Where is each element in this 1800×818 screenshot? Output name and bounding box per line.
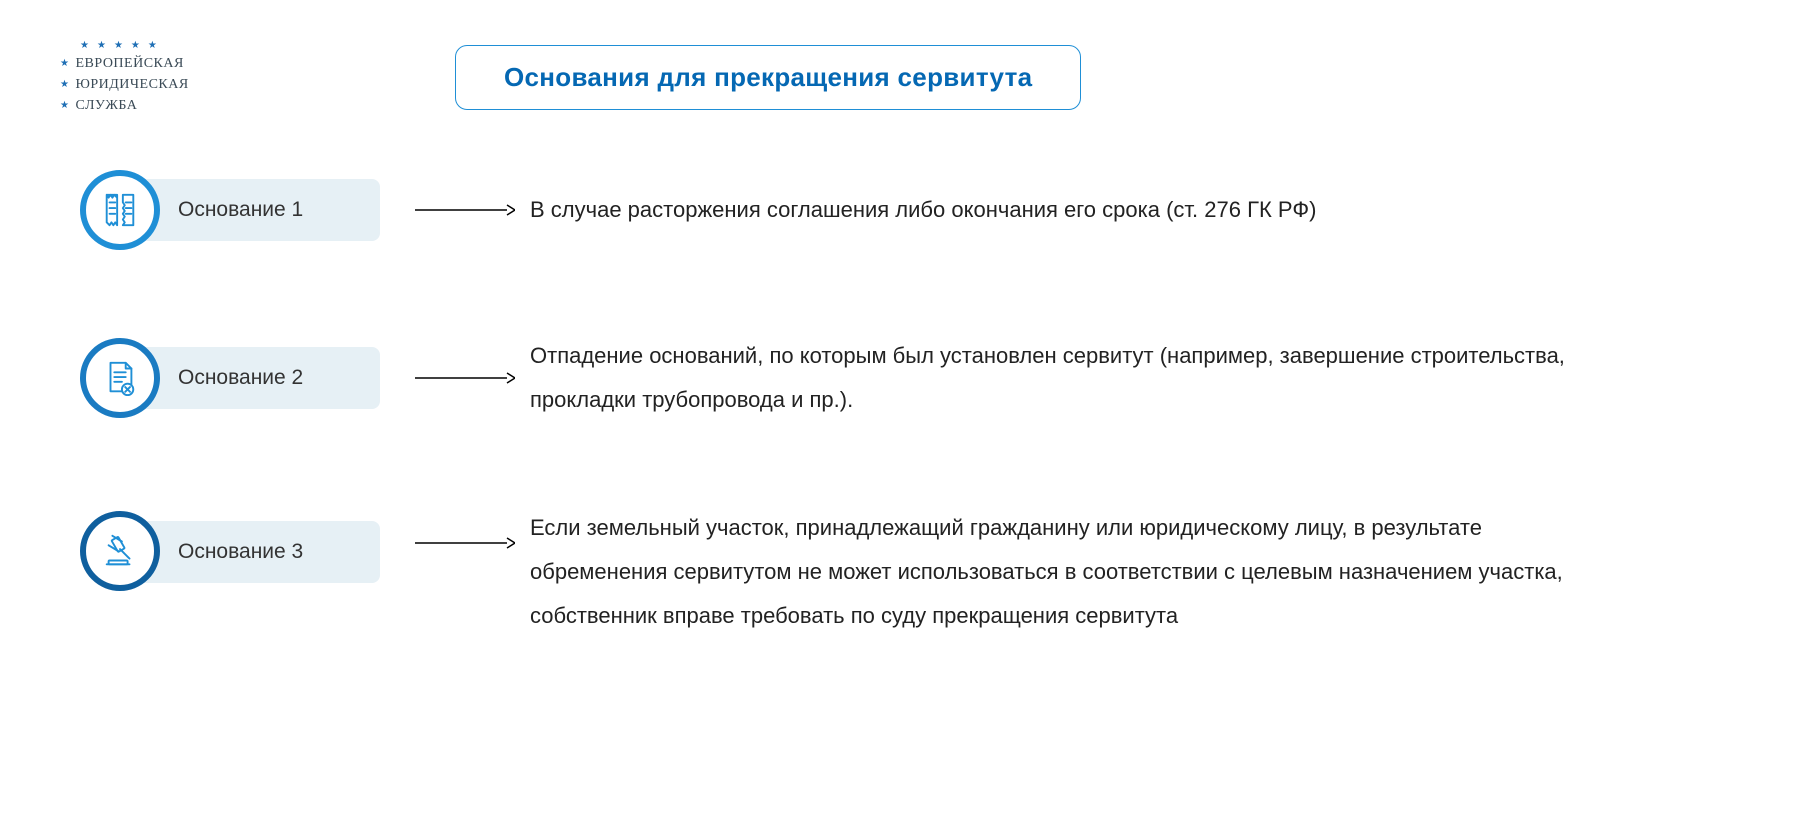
gavel-icon — [80, 511, 160, 591]
star-icon: ★ — [60, 56, 69, 71]
reason-row-1: Основание 1 В случае расторжения соглаше… — [80, 170, 1740, 250]
star-icon: ★ — [60, 77, 69, 92]
logo-line2: ★ ЮРИДИЧЕСКАЯ — [60, 74, 189, 95]
logo-line1: ★ ЕВРОПЕЙСКАЯ — [60, 53, 189, 74]
torn-document-icon — [80, 170, 160, 250]
logo-line3: ★ СЛУЖБА — [60, 95, 189, 116]
arrow-icon — [400, 536, 530, 550]
reason-description: В случае расторжения соглашения либо око… — [530, 188, 1316, 232]
reason-label: Основание 2 — [178, 366, 303, 390]
star-icon: ★ — [60, 98, 69, 113]
logo-stars: ★ ★ ★ ★ ★ — [80, 40, 189, 51]
star-icon: ★ — [148, 40, 157, 51]
reason-row-3: Основание 3 Если земельный участок, прин… — [80, 506, 1740, 638]
reason-row-2: Основание 2 Отпадение оснований, по кото… — [80, 334, 1740, 422]
reasons-list: Основание 1 В случае расторжения соглаше… — [80, 170, 1740, 638]
brand-logo: ★ ★ ★ ★ ★ ★ ЕВРОПЕЙСКАЯ ★ ЮРИДИЧЕСКАЯ ★ … — [60, 40, 189, 116]
reason-description: Отпадение оснований, по которым был уста… — [530, 334, 1580, 422]
reason-label: Основание 3 — [178, 540, 303, 564]
star-icon: ★ — [114, 40, 123, 51]
arrow-icon — [400, 203, 530, 217]
star-icon: ★ — [131, 40, 140, 51]
reason-description: Если земельный участок, принадлежащий гр… — [530, 506, 1580, 638]
reason-label: Основание 1 — [178, 198, 303, 222]
document-cancel-icon — [80, 338, 160, 418]
page-title: Основания для прекращения сервитута — [455, 45, 1081, 110]
star-icon: ★ — [80, 40, 89, 51]
star-icon: ★ — [97, 40, 106, 51]
arrow-icon — [400, 371, 530, 385]
